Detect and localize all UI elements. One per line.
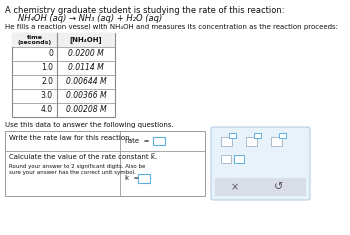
Text: time
(seconds): time (seconds) xyxy=(18,35,51,45)
Text: Calculate the value of the rate constant k̅.: Calculate the value of the rate constant… xyxy=(9,154,157,160)
Text: [NH₄OH]: [NH₄OH] xyxy=(70,36,102,43)
Bar xyxy=(229,133,236,138)
Text: 0.0200 M: 0.0200 M xyxy=(68,50,104,59)
Text: A chemistry graduate student is studying the rate of this reaction:: A chemistry graduate student is studying… xyxy=(5,6,285,15)
Text: 0.0114 M: 0.0114 M xyxy=(68,63,104,73)
Bar xyxy=(138,173,150,183)
Text: 1.0: 1.0 xyxy=(41,63,53,73)
Bar xyxy=(254,133,261,138)
Bar xyxy=(12,33,115,47)
Text: NH₄OH (aq) → NH₃ (aq) + H₂O (aq): NH₄OH (aq) → NH₃ (aq) + H₂O (aq) xyxy=(18,14,162,23)
Bar xyxy=(271,137,282,146)
Text: ↺: ↺ xyxy=(274,182,284,192)
Text: 0.00208 M: 0.00208 M xyxy=(66,106,106,114)
FancyBboxPatch shape xyxy=(211,127,310,200)
Bar xyxy=(246,137,257,146)
Text: 2.0: 2.0 xyxy=(41,78,53,86)
Text: Round your answer to 2 significant digits. Also be
sure your answer has the corr: Round your answer to 2 significant digit… xyxy=(9,164,145,175)
Bar xyxy=(234,155,244,163)
Bar xyxy=(215,178,306,196)
Bar xyxy=(221,137,232,146)
Text: Use this data to answer the following questions.: Use this data to answer the following qu… xyxy=(5,122,174,128)
Bar xyxy=(12,33,115,117)
Bar xyxy=(153,137,165,145)
Bar xyxy=(279,133,286,138)
Text: 0: 0 xyxy=(48,50,53,59)
Text: 4.0: 4.0 xyxy=(41,106,53,114)
Text: 0.00644 M: 0.00644 M xyxy=(66,78,106,86)
Bar xyxy=(5,131,205,196)
Text: 3.0: 3.0 xyxy=(41,91,53,101)
Text: Write the rate law for this reaction.: Write the rate law for this reaction. xyxy=(9,135,132,141)
Text: 0.00366 M: 0.00366 M xyxy=(66,91,106,101)
Text: ×: × xyxy=(231,182,239,192)
Text: He fills a reaction vessel with NH₄OH and measures its concentration as the reac: He fills a reaction vessel with NH₄OH an… xyxy=(5,24,338,30)
Bar xyxy=(221,155,231,163)
Text: k  =: k = xyxy=(125,175,140,180)
Text: rate  =  k: rate = k xyxy=(125,138,158,144)
